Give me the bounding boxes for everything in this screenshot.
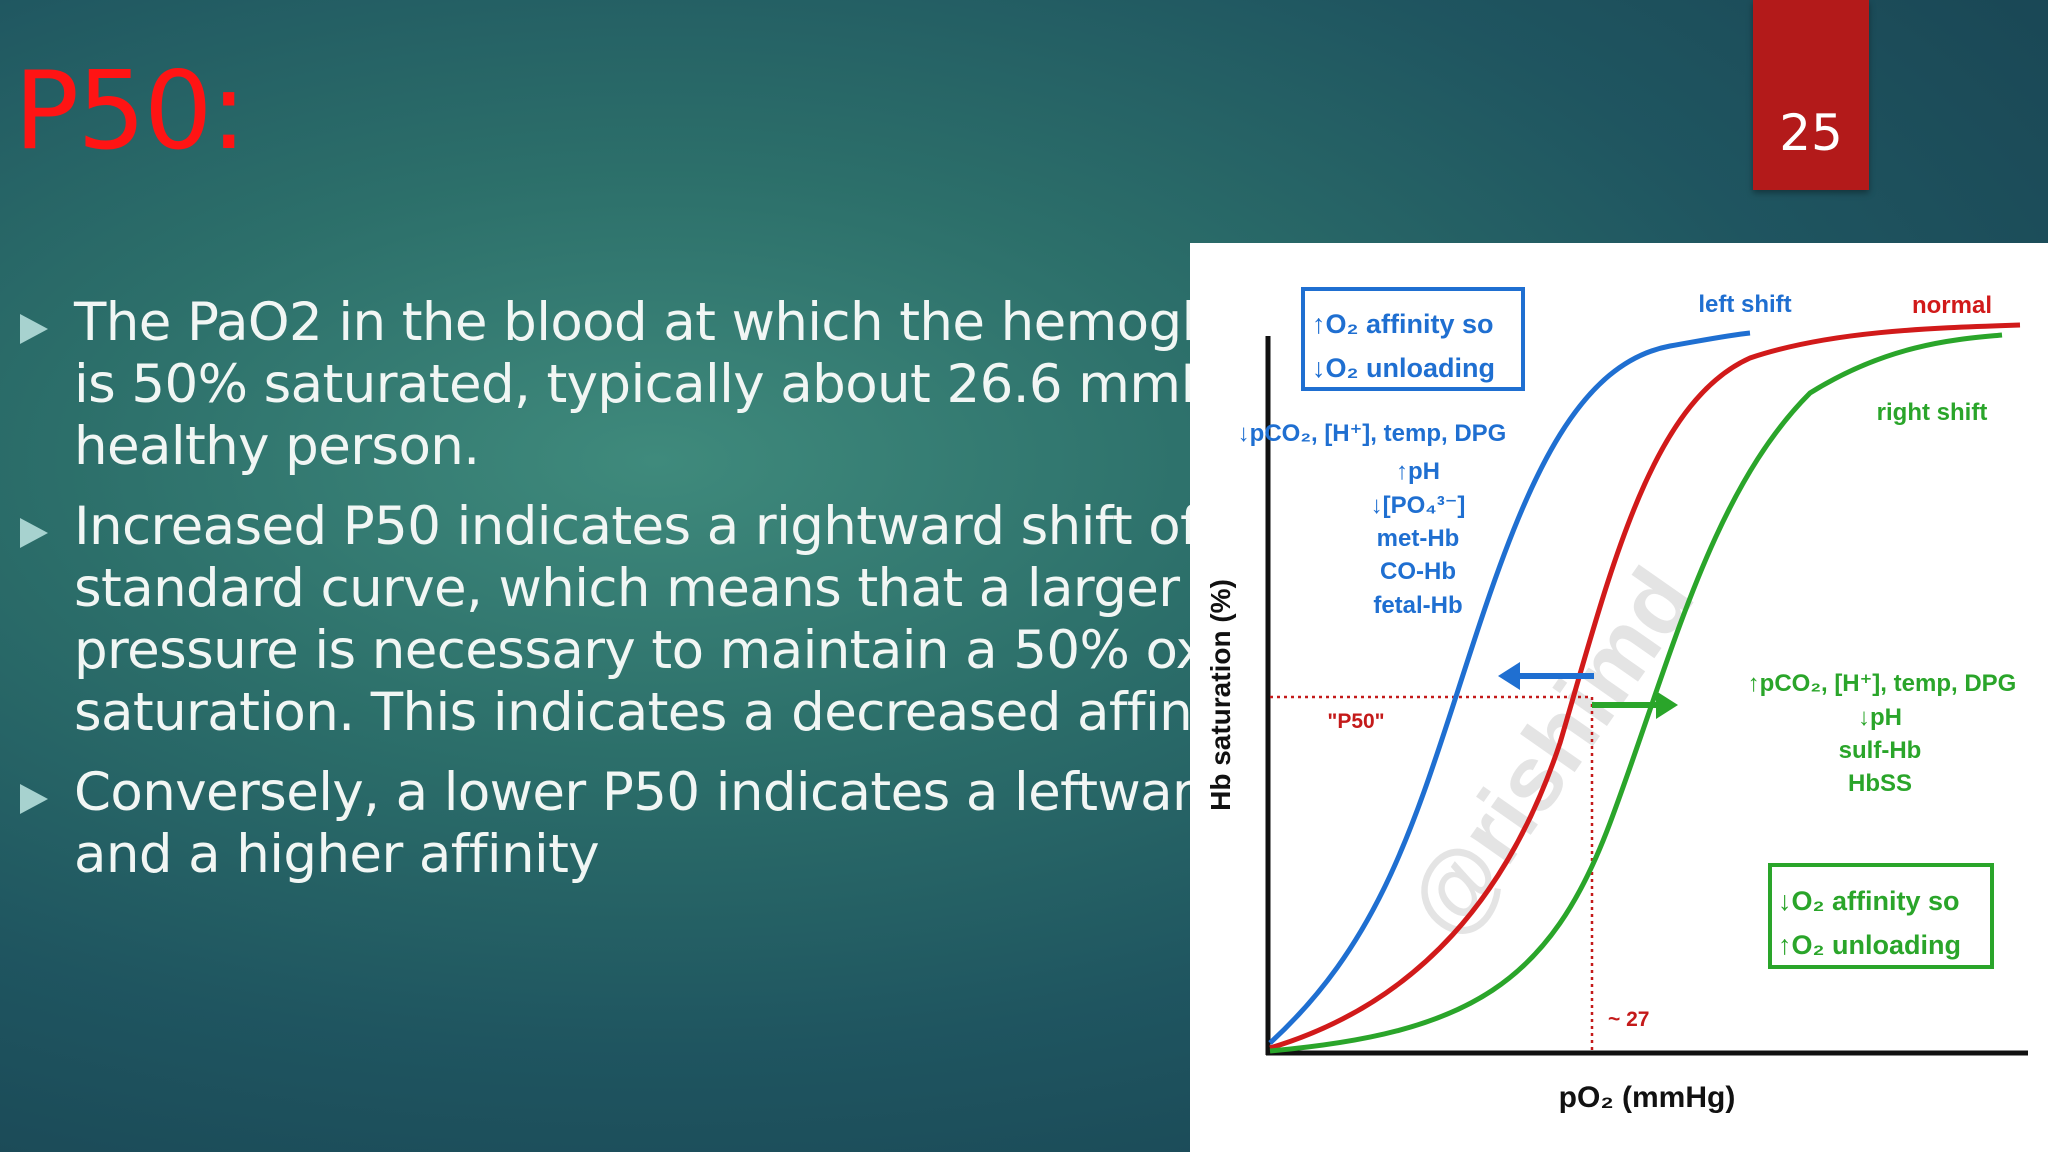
bullet-line: The PaO2 in the blood at which the hemog…	[74, 292, 1190, 353]
bullet-item: Conversely, a lower P50 indicates a left…	[16, 762, 1190, 886]
bullet-arrow-icon	[20, 784, 48, 814]
bullet-line: pressure is necessary to maintain a 50% …	[74, 620, 1190, 681]
series-label-left-shift: left shift	[1698, 291, 1791, 318]
right-factor: sulf-Hb	[1839, 737, 1922, 764]
left-shift-curve	[1268, 330, 1751, 1045]
dissociation-chart: @rishimd ↑O₂ affinity so ↓O₂ unloading ↓…	[1205, 287, 2028, 1114]
left-box-line-1: ↑O₂ affinity so	[1312, 309, 1494, 339]
bullet-line: healthy person.	[74, 416, 480, 477]
left-factor: met-Hb	[1377, 525, 1460, 552]
series-label-normal: normal	[1912, 292, 1992, 319]
right-box	[1768, 863, 1994, 969]
bullet-line: Conversely, a lower P50 indicates a left…	[74, 762, 1190, 823]
right-factor: HbSS	[1848, 770, 1912, 797]
page-number: 25	[1779, 104, 1843, 162]
y-axis-label: Hb saturation (%)	[1205, 579, 1236, 811]
bullet-line: is 50% saturated, typically about 26.6 m…	[74, 354, 1190, 415]
bullet-line: Increased P50 indicates a rightward shif…	[74, 496, 1190, 557]
right-box-line-1: ↓O₂ affinity so	[1778, 886, 1960, 916]
left-factor: ↓[PO₄³⁻]	[1371, 492, 1466, 519]
left-factor: ↓pCO₂, [H⁺], temp, DPG	[1238, 420, 1507, 447]
bullet-item: The PaO2 in the blood at which the hemog…	[16, 292, 1190, 478]
p50-value-label: ~ 27	[1608, 1008, 1649, 1031]
left-factor: CO-Hb	[1380, 558, 1456, 585]
bullet-line: and a higher affinity	[74, 824, 600, 885]
left-factor: ↑pH	[1396, 458, 1440, 485]
bullet-arrow-icon	[20, 518, 48, 548]
right-shift-curve	[1269, 332, 2003, 1054]
left-factor: fetal-Hb	[1373, 592, 1462, 619]
bullet-item: Increased P50 indicates a rightward shif…	[16, 496, 1190, 744]
right-factor: ↓pH	[1858, 704, 1902, 731]
left-box-line-2: ↓O₂ unloading	[1312, 353, 1495, 383]
right-box-line-2: ↑O₂ unloading	[1778, 930, 1961, 960]
p50-label: "P50"	[1327, 710, 1384, 733]
page-number-badge: 25	[1753, 0, 1869, 190]
bullet-line: standard curve, which means that a large…	[74, 558, 1190, 619]
normal-curve	[1269, 322, 2021, 1051]
left-shift-arrow-icon	[1498, 662, 1520, 690]
right-factor: ↑pCO₂, [H⁺], temp, DPG	[1748, 670, 2017, 697]
bullet-arrow-icon	[20, 314, 48, 344]
slide-title: P50:	[14, 49, 247, 174]
oxygen-dissociation-figure: @rishimd ↑O₂ affinity so ↓O₂ unloading ↓…	[1190, 243, 2048, 1152]
right-shift-arrow-icon	[1656, 691, 1678, 719]
left-box	[1301, 287, 1525, 391]
x-axis-label: pO₂ (mmHg)	[1559, 1081, 1736, 1114]
bullet-list: The PaO2 in the blood at which the hemog…	[16, 292, 1190, 912]
bullet-line: saturation. This indicates a decreased a…	[74, 682, 1190, 743]
series-label-right-shift: right shift	[1877, 399, 1988, 426]
